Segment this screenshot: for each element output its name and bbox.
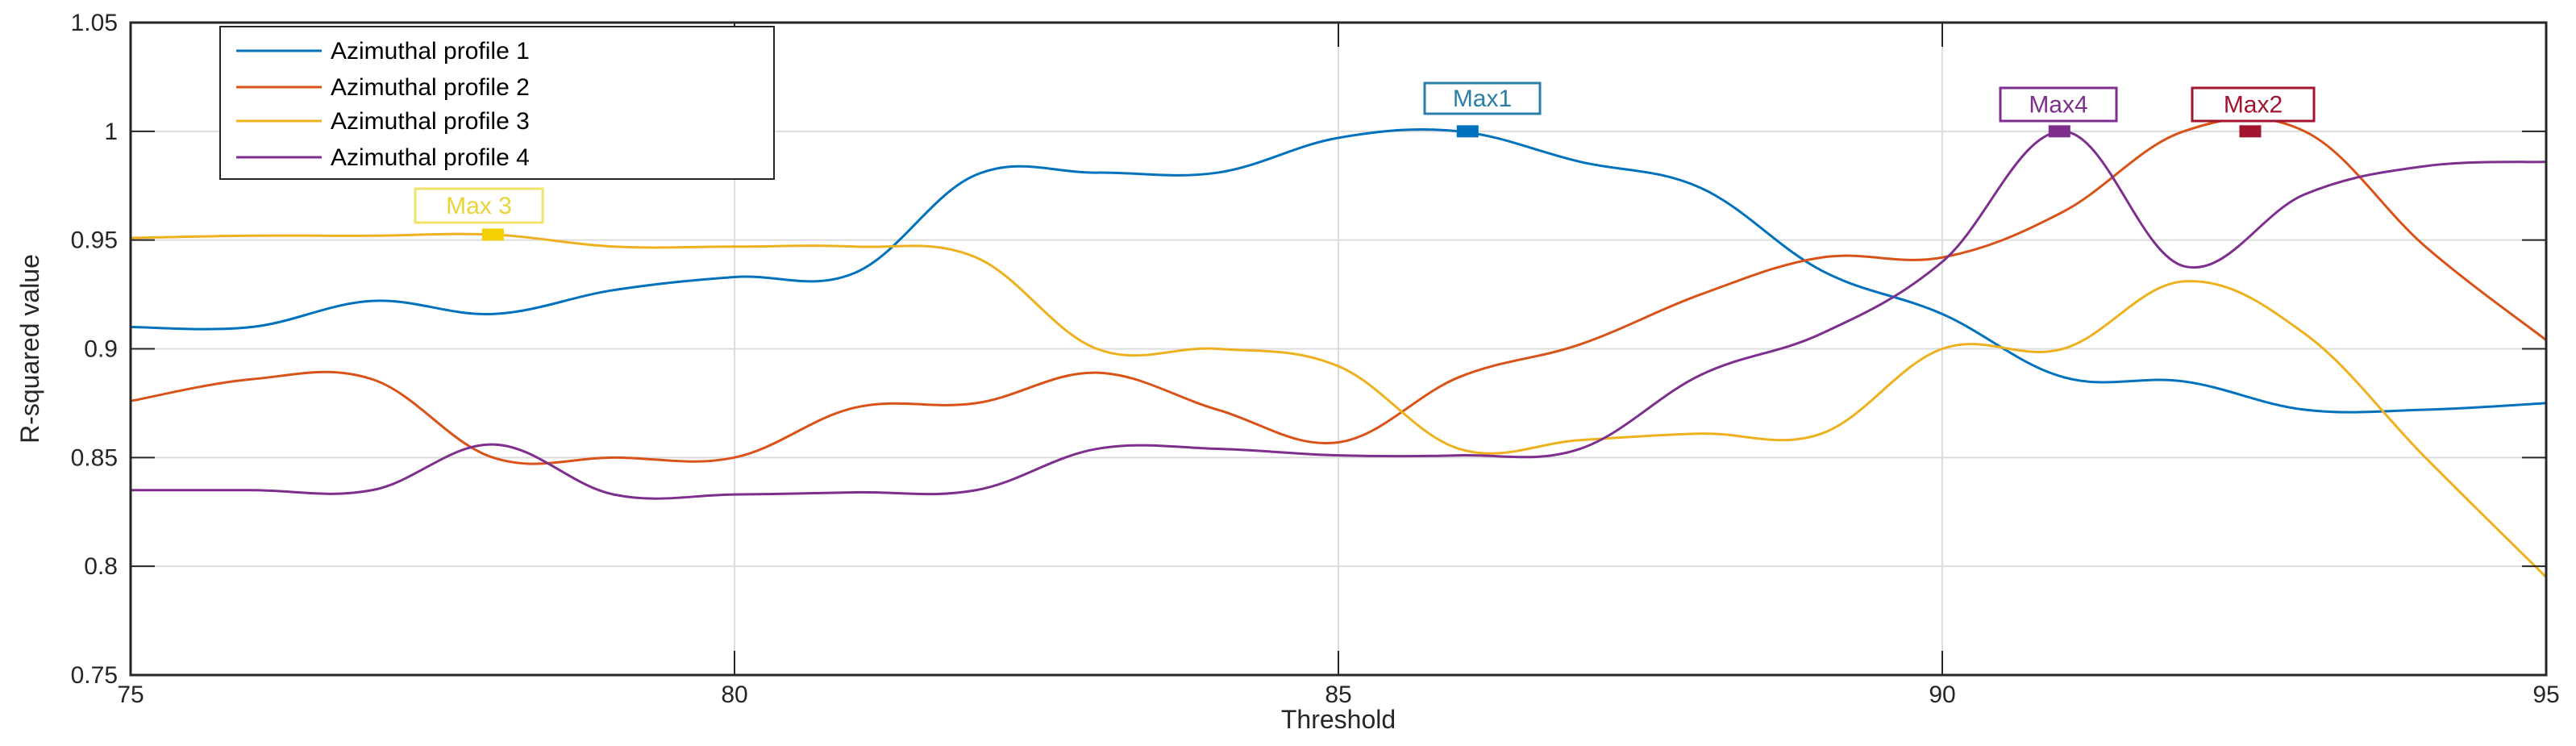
series-line-profile-1 xyxy=(130,127,2547,414)
annotation-box xyxy=(2191,86,2316,123)
annotation-max2: Max2 xyxy=(2191,86,2316,138)
y-tick-label: 0.75 xyxy=(71,662,118,689)
legend-label: Azimuthal profile 4 xyxy=(331,144,530,171)
annotation-max1: Max1 xyxy=(1423,81,1542,138)
series-lines xyxy=(130,116,2548,578)
x-axis-label: Threshold xyxy=(1281,705,1396,734)
y-tick-label: 0.8 xyxy=(84,553,118,580)
legend-item-profile-1[interactable]: Azimuthal profile 1 xyxy=(236,38,530,65)
annotation-label: Max4 xyxy=(2029,92,2087,119)
y-tick-label: 1 xyxy=(104,119,118,145)
x-tick-label: 80 xyxy=(721,681,747,708)
legend-label: Azimuthal profile 3 xyxy=(331,108,530,135)
max-marker xyxy=(2239,125,2262,138)
series-line-profile-3 xyxy=(130,232,2548,578)
annotation-box xyxy=(1999,86,2118,123)
annotation-label: Max 3 xyxy=(446,193,512,219)
annotation-label: Max1 xyxy=(1453,85,1512,112)
axis-ticks: 75 80 85 90 95 0.75 0.8 0.85 0.9 0.95 1 1.05 xyxy=(71,10,2560,708)
y-tick-label: 0.85 xyxy=(71,444,118,471)
legend[interactable]: Azimuthal profile 1 Azimuthal profile 2 Az… xyxy=(219,26,775,180)
max-marker xyxy=(2048,125,2070,138)
series-line-profile-4 xyxy=(131,130,2547,500)
x-tick-label: 90 xyxy=(1929,681,1955,708)
grid-lines xyxy=(131,23,2546,675)
annotation-label: Max2 xyxy=(2224,92,2283,119)
y-axis-label: R-squared value xyxy=(15,254,44,444)
max-annotations: Max1 Max2 Max 3 Max4 xyxy=(414,81,2316,241)
x-tick-label: 75 xyxy=(117,681,144,708)
annotation-box xyxy=(414,187,544,224)
max-marker xyxy=(481,228,504,241)
legend-item-profile-2[interactable]: Azimuthal profile 2 xyxy=(236,74,530,101)
x-tick-label: 85 xyxy=(1325,681,1351,708)
y-tick-label: 0.95 xyxy=(71,227,118,254)
y-tick-label: 1.05 xyxy=(71,10,118,36)
annotation-max4: Max4 xyxy=(1999,86,2118,138)
series-line-profile-2 xyxy=(130,116,2547,465)
legend-label: Azimuthal profile 1 xyxy=(331,38,530,65)
legend-label: Azimuthal profile 2 xyxy=(331,74,530,101)
x-tick-label: 95 xyxy=(2532,681,2559,708)
annotation-max3: Max 3 xyxy=(414,187,544,241)
max-marker xyxy=(1456,125,1479,138)
legend-item-profile-4[interactable]: Azimuthal profile 4 xyxy=(236,144,530,171)
legend-item-profile-3[interactable]: Azimuthal profile 3 xyxy=(236,108,530,135)
annotation-box xyxy=(1423,81,1542,115)
y-tick-label: 0.9 xyxy=(84,336,118,363)
